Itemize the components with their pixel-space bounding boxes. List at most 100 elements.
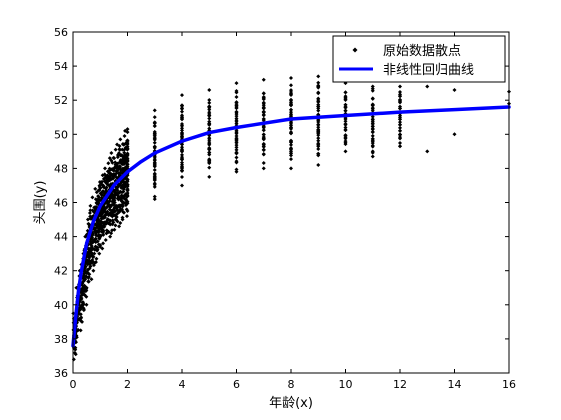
scatter-point bbox=[109, 231, 114, 236]
scatter-point bbox=[95, 229, 100, 234]
scatter-point bbox=[122, 134, 127, 139]
scatter-point bbox=[398, 144, 402, 149]
scatter-point bbox=[125, 156, 130, 161]
scatter-point bbox=[398, 141, 402, 146]
scatter-point bbox=[180, 175, 184, 180]
scatter-point bbox=[122, 152, 127, 157]
scatter-point bbox=[261, 132, 266, 137]
scatter-point bbox=[105, 209, 110, 214]
scatter-point bbox=[398, 136, 402, 141]
scatter-point bbox=[152, 197, 157, 202]
scatter-point bbox=[117, 209, 122, 214]
scatter-point bbox=[207, 152, 212, 157]
y-axis-label: 头围(y) bbox=[33, 181, 48, 225]
scatter-point bbox=[125, 162, 130, 167]
x-tick-label: 14 bbox=[448, 378, 462, 391]
scatter-point bbox=[370, 124, 375, 129]
scatter-point bbox=[234, 155, 239, 160]
scatter-point bbox=[90, 257, 95, 262]
scatter-point bbox=[207, 116, 212, 121]
scatter-point bbox=[117, 160, 122, 165]
scatter-point bbox=[234, 119, 239, 124]
scatter-point bbox=[234, 121, 239, 126]
scatter-point bbox=[125, 194, 130, 199]
scatter-point bbox=[234, 103, 239, 108]
scatter-point bbox=[101, 241, 106, 246]
legend: 原始数据散点 非线性回归曲线 bbox=[332, 35, 506, 83]
scatter-point bbox=[108, 234, 113, 239]
scatter-point bbox=[94, 256, 99, 261]
scatter-point bbox=[82, 283, 87, 288]
scatter-point bbox=[261, 105, 266, 110]
scatter-point bbox=[234, 136, 239, 141]
scatter-point bbox=[109, 172, 114, 177]
scatter-point bbox=[234, 88, 239, 93]
scatter-point bbox=[316, 85, 321, 90]
y-tick-label: 40 bbox=[54, 299, 68, 312]
scatter-point bbox=[152, 168, 157, 173]
scatter-point bbox=[152, 123, 157, 128]
scatter-point bbox=[370, 117, 375, 122]
scatter-point bbox=[234, 147, 239, 152]
scatter-point bbox=[398, 104, 402, 109]
y-tick-label: 44 bbox=[54, 231, 68, 244]
scatter-point bbox=[207, 122, 212, 127]
scatter-point bbox=[99, 191, 104, 196]
scatter-point bbox=[152, 178, 157, 183]
scatter-point bbox=[93, 186, 98, 191]
scatter-point bbox=[81, 300, 86, 305]
scatter-point bbox=[370, 129, 375, 134]
scatter-point bbox=[87, 266, 92, 271]
scatter-point bbox=[100, 230, 105, 235]
scatter-point bbox=[343, 102, 348, 107]
scatter-point bbox=[261, 147, 266, 152]
scatter-point bbox=[261, 128, 266, 133]
scatter-point bbox=[93, 237, 98, 242]
scatter-point bbox=[234, 134, 239, 139]
scatter-point bbox=[234, 94, 239, 99]
scatter-point bbox=[343, 95, 348, 100]
scatter-point bbox=[109, 151, 114, 156]
scatter-point bbox=[152, 161, 157, 166]
scatter-point bbox=[207, 157, 212, 162]
scatter-point bbox=[180, 165, 184, 170]
scatter-point bbox=[101, 221, 106, 226]
scatter-point bbox=[370, 96, 375, 101]
scatter-point bbox=[370, 154, 375, 159]
scatter-point bbox=[125, 144, 130, 149]
scatter-point bbox=[152, 194, 157, 199]
scatter-point bbox=[316, 141, 321, 146]
scatter-point bbox=[152, 115, 157, 120]
scatter-point bbox=[234, 169, 239, 174]
scatter-point bbox=[180, 115, 184, 120]
scatter-point bbox=[107, 221, 112, 226]
scatter-point bbox=[104, 185, 109, 190]
scatter-point bbox=[207, 119, 212, 124]
scatter-point bbox=[112, 166, 117, 171]
scatter-point bbox=[207, 146, 212, 151]
scatter-point bbox=[180, 152, 184, 157]
scatter-point bbox=[207, 136, 212, 141]
scatter-point bbox=[124, 214, 129, 219]
y-tick-label: 42 bbox=[54, 265, 68, 278]
scatter-point bbox=[180, 103, 184, 108]
scatter-point bbox=[104, 219, 109, 224]
scatter-point bbox=[289, 142, 293, 147]
legend-box bbox=[332, 35, 506, 83]
scatter-point bbox=[207, 113, 212, 118]
scatter-point bbox=[207, 174, 212, 179]
scatter-point bbox=[97, 251, 102, 256]
scatter-point bbox=[114, 162, 119, 167]
scatter-point bbox=[79, 297, 84, 302]
scatter-point bbox=[398, 132, 402, 137]
scatter-point bbox=[261, 142, 266, 147]
scatter-point bbox=[84, 302, 89, 307]
scatter-point bbox=[261, 166, 266, 171]
scatter-point bbox=[234, 167, 239, 172]
scatter-point bbox=[152, 144, 157, 149]
scatter-point bbox=[111, 176, 116, 181]
scatter-point bbox=[289, 98, 293, 103]
scatter-point bbox=[289, 146, 293, 151]
scatter-point bbox=[95, 247, 100, 252]
